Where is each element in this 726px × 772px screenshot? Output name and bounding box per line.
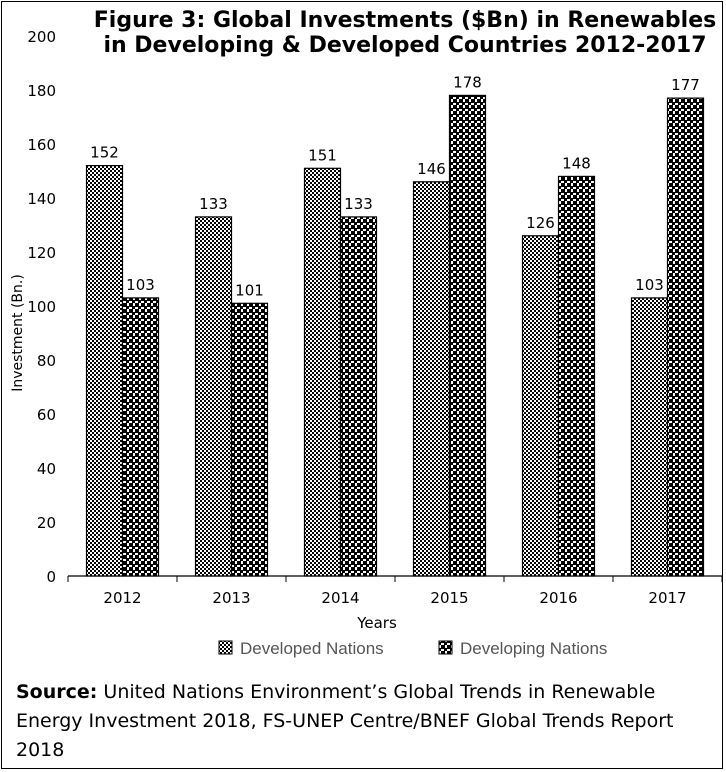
y-tick-label: 180 xyxy=(27,82,56,100)
bars xyxy=(85,94,705,577)
y-tick-label: 140 xyxy=(27,190,56,208)
x-axis: 2012 2013 2014 2015 2016 2017 xyxy=(67,575,723,607)
source-text: United Nations Environment’s Global Tren… xyxy=(16,681,674,761)
y-axis: 0 20 40 60 80 100 120 140 160 180 200 xyxy=(27,28,56,586)
data-label: 151 xyxy=(308,146,337,164)
data-label: 126 xyxy=(526,214,555,232)
x-tick-label: 2013 xyxy=(212,589,250,607)
bar-developing-2013 xyxy=(230,302,269,577)
data-label: 177 xyxy=(671,76,700,94)
bar-developing-2015 xyxy=(448,94,487,577)
x-axis-label: Years xyxy=(356,614,397,632)
source-note: Source: United Nations Environment’s Glo… xyxy=(16,678,716,765)
data-label: 152 xyxy=(90,144,119,162)
bar-developing-2014 xyxy=(339,216,378,577)
chart-title: Figure 3: Global Investments ($Bn) in Re… xyxy=(93,8,717,58)
y-tick-label: 0 xyxy=(46,568,56,586)
x-tick-label: 2017 xyxy=(648,589,686,607)
y-tick-label: 160 xyxy=(27,136,56,154)
x-tick-label: 2016 xyxy=(539,589,577,607)
data-label: 148 xyxy=(562,154,591,172)
bar-developing-2012 xyxy=(121,297,160,577)
legend-swatch-developed xyxy=(218,640,233,655)
bar-developed-2014 xyxy=(303,167,342,577)
y-tick-label: 80 xyxy=(37,352,56,370)
bar-developed-2015 xyxy=(412,181,451,577)
y-tick-label: 200 xyxy=(27,28,56,46)
y-axis-label: Investment (Bn.) xyxy=(10,274,26,392)
bar-developed-2016 xyxy=(521,235,560,577)
data-label: 178 xyxy=(453,73,482,91)
source-label: Source: xyxy=(16,681,98,703)
data-label: 101 xyxy=(235,281,264,299)
bar-developing-2017 xyxy=(666,97,705,577)
y-tick-label: 60 xyxy=(37,406,56,424)
bar-developing-2016 xyxy=(557,175,596,577)
legend-label-developed: Developed Nations xyxy=(240,639,384,658)
bar-developed-2012 xyxy=(85,165,124,577)
data-label: 133 xyxy=(344,195,373,213)
x-tick-label: 2015 xyxy=(430,589,468,607)
y-tick-label: 120 xyxy=(27,244,56,262)
legend: Developed Nations Developing Nations xyxy=(218,639,607,658)
y-tick-label: 40 xyxy=(37,460,56,478)
data-label: 146 xyxy=(417,160,446,178)
data-label: 133 xyxy=(199,195,228,213)
data-labels: 152 103 133 101 151 133 146 178 126 148 103 177 xyxy=(90,73,700,299)
data-label: 103 xyxy=(126,276,155,294)
x-tick-label: 2014 xyxy=(321,589,359,607)
data-label: 103 xyxy=(635,276,664,294)
bar-developed-2013 xyxy=(194,216,233,577)
x-tick-label: 2012 xyxy=(103,589,141,607)
y-tick-label: 100 xyxy=(27,298,56,316)
bar-developed-2017 xyxy=(630,297,669,577)
legend-swatch-developing xyxy=(438,640,453,655)
legend-label-developing: Developing Nations xyxy=(460,639,607,658)
y-tick-label: 20 xyxy=(37,514,56,532)
